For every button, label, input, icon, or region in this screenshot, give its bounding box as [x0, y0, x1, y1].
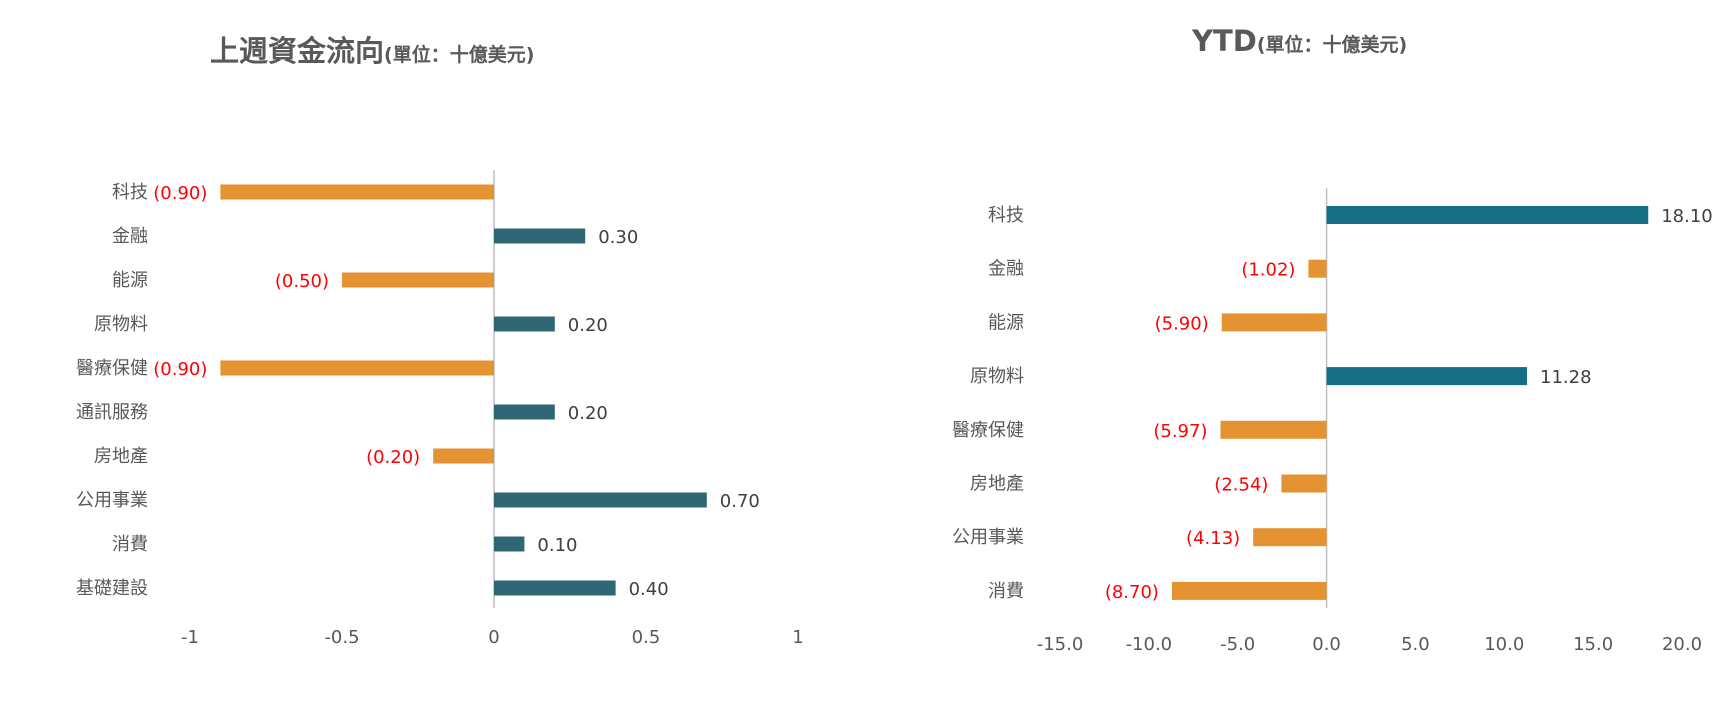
right-x-tick-label: 5.0: [1401, 634, 1430, 655]
left-data-label: (0.50): [275, 271, 329, 292]
left-category-label: 科技: [112, 182, 148, 203]
left-x-tick-label: -1: [181, 627, 199, 648]
right-x-tick-label: 20.0: [1662, 634, 1702, 655]
right-data-label: (2.54): [1214, 475, 1268, 496]
left-bar: [342, 272, 494, 288]
left-bar: [433, 448, 494, 464]
right-chart-title: YTD(單位：十億美元): [1192, 24, 1407, 58]
left-chart-title-unit: (單位：十億美元): [384, 44, 535, 66]
right-category-label: 醫療保健: [952, 420, 1024, 441]
right-category-label: 原物料: [970, 366, 1024, 387]
left-data-label: 0.10: [537, 535, 577, 556]
right-bar: [1308, 259, 1327, 278]
right-data-label: (4.13): [1186, 528, 1240, 549]
left-data-label: 0.30: [598, 227, 638, 248]
right-bar: [1326, 367, 1528, 386]
left-bar: [220, 360, 494, 376]
right-category-label: 能源: [988, 312, 1024, 333]
left-x-tick-label: 1: [792, 627, 803, 648]
right-category-label: 公用事業: [952, 527, 1024, 548]
left-bar: [494, 536, 525, 552]
left-bar: [494, 492, 707, 508]
right-bar: [1253, 528, 1327, 547]
right-x-tick-label: 0.0: [1312, 634, 1341, 655]
right-category-label: 房地產: [970, 474, 1024, 495]
right-x-tick-label: 10.0: [1484, 634, 1524, 655]
left-category-label: 公用事業: [76, 490, 148, 511]
left-category-label: 原物料: [94, 314, 148, 335]
left-data-label: (0.90): [153, 183, 207, 204]
right-data-label: 11.28: [1540, 367, 1592, 388]
left-data-label: (0.20): [366, 447, 420, 468]
left-x-tick-label: 0.5: [632, 627, 661, 648]
left-chart-title-main: 上週資金流向: [210, 34, 385, 68]
right-bar: [1220, 420, 1327, 439]
left-category-label: 能源: [112, 270, 148, 291]
left-bar: [494, 580, 616, 596]
right-x-tick-label: 15.0: [1573, 634, 1613, 655]
left-data-label: 0.40: [629, 579, 669, 600]
left-category-label: 醫療保健: [76, 358, 148, 379]
left-data-label: 0.20: [568, 403, 608, 424]
right-data-label: (8.70): [1105, 582, 1159, 603]
left-category-label: 基礎建設: [76, 578, 148, 599]
left-data-label: 0.20: [568, 315, 608, 336]
left-bar: [220, 184, 494, 200]
right-bar: [1281, 474, 1327, 493]
right-category-label: 消費: [988, 581, 1024, 602]
right-data-label: (1.02): [1241, 260, 1295, 281]
left-x-tick-label: 0: [488, 627, 499, 648]
left-data-label: (0.90): [153, 359, 207, 380]
right-x-tick-label: -5.0: [1220, 634, 1255, 655]
right-chart-title-unit: (單位：十億美元): [1256, 34, 1408, 56]
right-x-tick-label: -15.0: [1037, 634, 1084, 655]
left-bar: [494, 404, 555, 420]
right-data-label: (5.90): [1155, 313, 1209, 334]
left-bar: [494, 228, 586, 244]
left-category-label: 金融: [112, 226, 148, 247]
right-bar: [1171, 581, 1327, 600]
right-bar: [1221, 313, 1327, 332]
left-bar: [494, 316, 555, 332]
left-category-label: 通訊服務: [76, 402, 148, 423]
right-data-label: (5.97): [1153, 421, 1207, 442]
right-chart-title-main: YTD: [1192, 24, 1257, 58]
left-data-label: 0.70: [720, 491, 760, 512]
left-x-tick-label: -0.5: [324, 627, 359, 648]
left-category-label: 房地產: [94, 446, 148, 467]
right-x-tick-label: -10.0: [1126, 634, 1173, 655]
right-category-label: 金融: [988, 259, 1024, 280]
right-bar: [1326, 206, 1649, 224]
left-category-label: 消費: [112, 534, 148, 555]
right-data-label: 18.10: [1661, 206, 1713, 227]
left-chart-title: 上週資金流向(單位：十億美元): [210, 28, 534, 70]
right-category-label: 科技: [988, 205, 1024, 226]
